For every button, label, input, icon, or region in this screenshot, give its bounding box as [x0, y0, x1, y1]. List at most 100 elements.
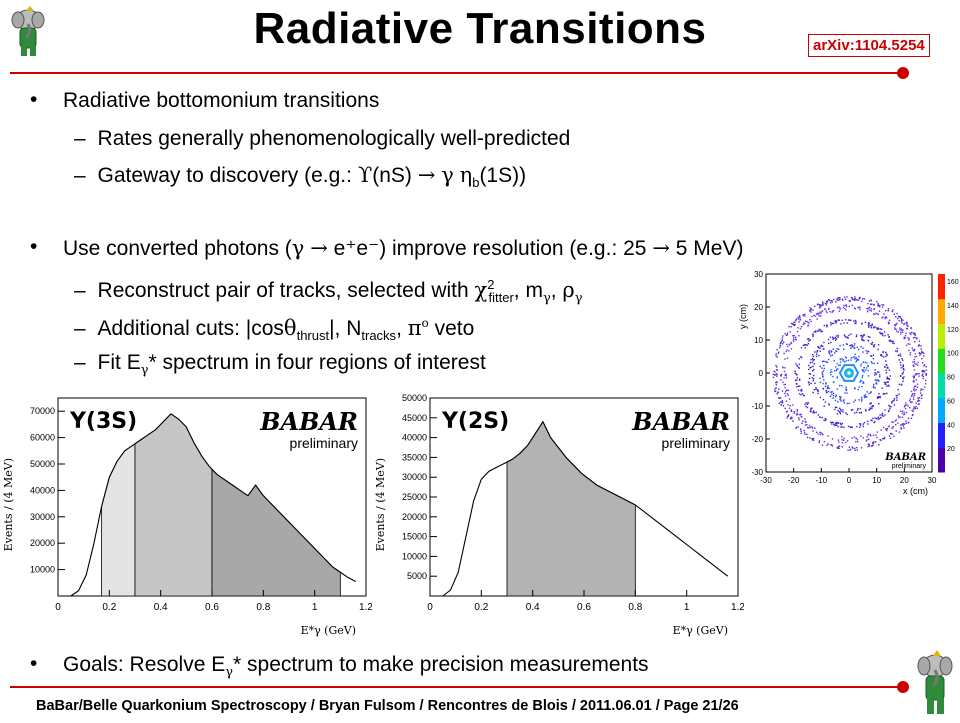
- scatter-point: [858, 307, 860, 309]
- x-tick-label: 30: [928, 476, 937, 485]
- scatter-point: [921, 352, 923, 354]
- scatter-point: [776, 375, 778, 377]
- gamma-subscript: γ: [574, 291, 583, 307]
- scatter-point: [862, 351, 864, 353]
- scatter-point: [861, 398, 863, 401]
- scatter-point: [878, 305, 881, 308]
- scatter-point: [907, 324, 909, 327]
- scatter-point: [792, 323, 794, 325]
- scatter-point: [808, 384, 810, 386]
- scatter-point: [805, 402, 807, 404]
- scatter-point: [898, 393, 900, 395]
- text-segment: veto: [428, 317, 475, 340]
- scatter-point: [812, 379, 814, 382]
- scatter-point: [882, 304, 885, 306]
- scatter-point: [795, 336, 797, 338]
- scatter-point: [807, 324, 809, 326]
- scatter-point: [838, 319, 840, 321]
- scatter-point: [816, 303, 819, 306]
- scatter-point: [911, 401, 913, 403]
- scatter-point: [885, 351, 887, 354]
- scatter-point: [874, 420, 876, 423]
- scatter-point: [808, 322, 810, 324]
- scatter-point: [854, 343, 856, 345]
- bullet-goals: Goals: Resolve Eγ* spectrum to make prec…: [63, 652, 649, 686]
- scatter-point: [891, 310, 894, 313]
- x-tick-label: 0.8: [256, 602, 270, 613]
- scatter-point: [837, 336, 839, 338]
- scatter-point: [790, 348, 793, 350]
- scatter-point: [906, 404, 908, 406]
- scatter-point: [842, 306, 844, 309]
- scatter-point: [806, 436, 809, 439]
- arrow-symbol: →: [310, 236, 328, 260]
- scatter-point: [881, 355, 883, 357]
- scatter-point: [779, 397, 782, 399]
- scatter-point: [868, 445, 871, 447]
- scatter-point: [850, 357, 853, 359]
- scatter-point: [907, 343, 909, 345]
- scatter-point: [914, 334, 916, 336]
- sub-bullet-rates: – Rates generally phenomenologically wel…: [74, 126, 570, 152]
- scatter-point: [781, 390, 784, 392]
- scatter-point: [896, 394, 899, 397]
- scatter-point: [783, 341, 785, 343]
- scatter-point: [781, 339, 783, 341]
- scatter-point: [824, 302, 827, 305]
- scatter-point: [871, 405, 873, 408]
- babar-watermark: BABAR: [631, 407, 730, 436]
- scatter-point: [774, 371, 776, 373]
- scatter-point: [797, 389, 800, 391]
- scatter-point: [787, 414, 790, 416]
- scatter-point: [874, 417, 876, 419]
- scatter-point: [830, 350, 833, 352]
- scatter-point: [900, 410, 902, 412]
- scatter-point: [870, 391, 872, 393]
- scatter-point: [817, 346, 819, 348]
- scatter-point: [918, 397, 921, 399]
- scatter-point: [829, 395, 832, 397]
- scatter-point: [901, 412, 904, 415]
- scatter-point: [853, 401, 855, 403]
- scatter-point: [841, 298, 844, 300]
- y-tick-label: 20000: [30, 538, 55, 548]
- scatter-point: [846, 413, 848, 416]
- scatter-point: [900, 424, 902, 426]
- subscript: fitter: [488, 290, 514, 306]
- scatter-point: [806, 433, 808, 435]
- scatter-point: [825, 383, 827, 385]
- babar-watermark: BABAR: [884, 452, 926, 463]
- scatter-point: [839, 407, 841, 409]
- arxiv-reference[interactable]: arXiv:1104.5254: [808, 34, 930, 57]
- scatter-point: [877, 344, 880, 346]
- scatter-point: [816, 350, 819, 352]
- scatter-point: [870, 308, 873, 310]
- scatter-point: [897, 331, 899, 333]
- scatter-point: [792, 340, 795, 342]
- scatter-point: [810, 382, 812, 385]
- colorbar-label: 80: [947, 375, 955, 382]
- scatter-point: [905, 327, 908, 330]
- scatter-point: [834, 352, 836, 354]
- scatter-point: [823, 379, 825, 381]
- scatter-point: [846, 392, 848, 394]
- colorbar-label: 160: [947, 279, 959, 286]
- scatter-point: [819, 377, 821, 380]
- scatter-point: [841, 439, 843, 441]
- scatter-point: [841, 385, 843, 387]
- scatter-point: [841, 446, 843, 448]
- scatter-point: [860, 379, 862, 381]
- scatter-point: [895, 395, 897, 397]
- scatter-point: [848, 305, 850, 307]
- scatter-point: [839, 364, 841, 366]
- scatter-point: [799, 314, 801, 317]
- scatter-point: [781, 401, 784, 404]
- scatter-point: [804, 323, 806, 325]
- scatter-point: [790, 326, 792, 328]
- scatter-point: [869, 309, 871, 311]
- scatter-point: [814, 427, 816, 429]
- scatter-point: [883, 356, 885, 358]
- scatter-point: [913, 389, 915, 391]
- scatter-point: [837, 447, 839, 449]
- scatter-point: [802, 420, 804, 422]
